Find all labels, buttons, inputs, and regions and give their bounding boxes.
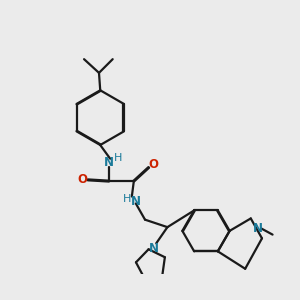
Text: N: N [149,242,159,255]
Text: N: N [104,156,114,169]
Text: O: O [77,173,87,186]
Text: N: N [253,222,262,235]
Text: H: H [113,153,122,163]
Text: H: H [123,194,131,203]
Text: N: N [131,194,141,208]
Text: O: O [149,158,159,171]
